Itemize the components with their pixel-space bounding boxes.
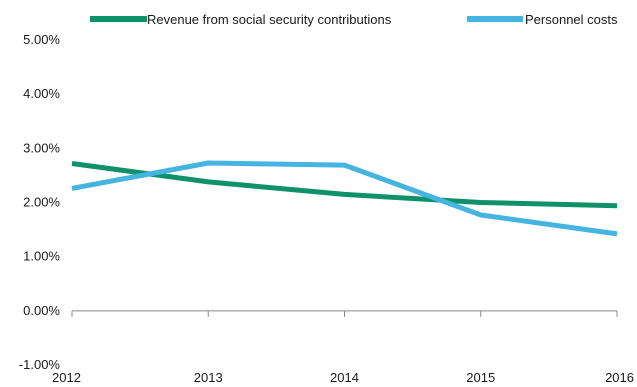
x-tick-label: 2015 [466, 370, 495, 385]
y-tick-label: 2.00% [23, 195, 60, 210]
y-tick-label: -1.00% [19, 357, 61, 372]
y-tick-label: 5.00% [23, 32, 60, 47]
legend-item-revenue: Revenue from social security contributio… [90, 12, 392, 27]
legend-item-personnel: Personnel costs [467, 12, 618, 27]
series-line-revenue [71, 161, 618, 209]
x-axis-tick-labels: 2012 2013 2014 2015 2016 [52, 370, 634, 385]
x-tick-label: 2013 [194, 370, 223, 385]
x-axis [71, 310, 618, 317]
y-tick-label: 3.00% [23, 140, 60, 155]
x-tick-label: 2014 [330, 370, 359, 385]
y-tick-label: 0.00% [23, 303, 60, 318]
series-line-personnel [71, 160, 618, 237]
y-tick-label: 1.00% [23, 249, 60, 264]
legend-label-revenue: Revenue from social security contributio… [147, 12, 392, 27]
legend-label-personnel: Personnel costs [525, 12, 618, 27]
x-tick-label: 2016 [605, 370, 634, 385]
series-lines [71, 160, 618, 237]
legend: Revenue from social security contributio… [90, 12, 618, 27]
x-tick-label: 2012 [52, 370, 81, 385]
y-axis-tick-labels: 5.00% 4.00% 3.00% 2.00% 1.00% 0.00% -1.00% [19, 32, 61, 372]
y-tick-label: 4.00% [23, 86, 60, 101]
